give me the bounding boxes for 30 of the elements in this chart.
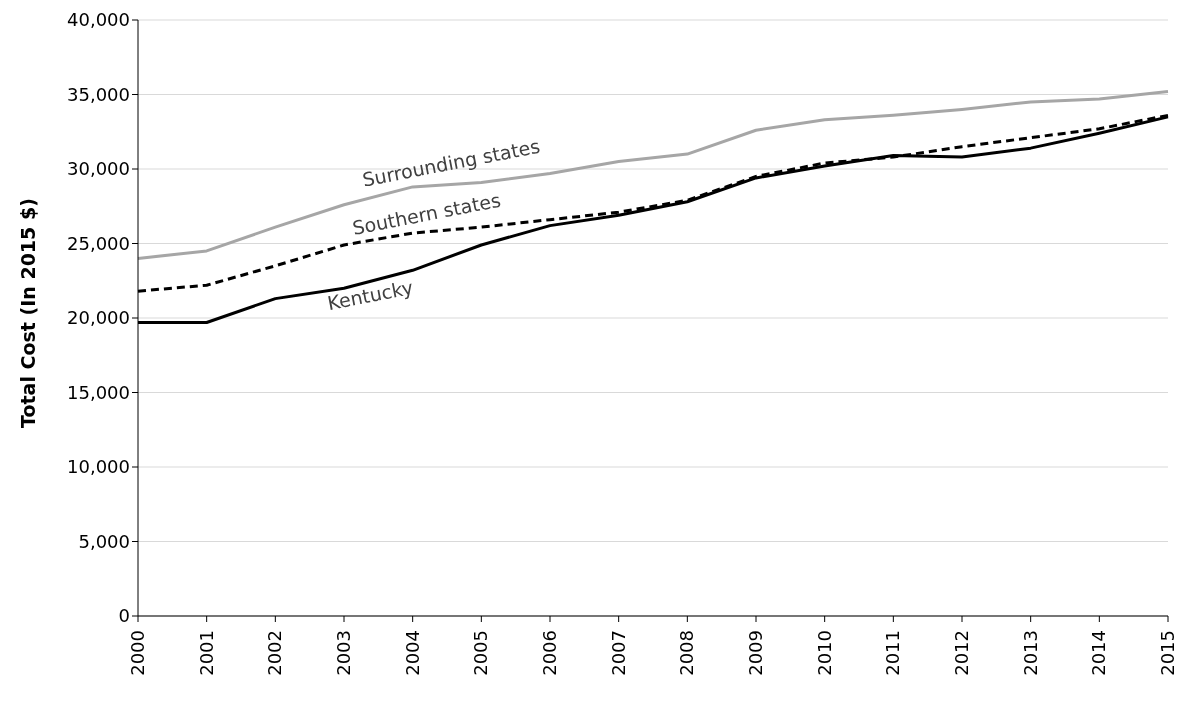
line-series xyxy=(136,90,1170,260)
y-tick-label: 40,000 xyxy=(67,9,130,31)
x-tick-label: 2011 xyxy=(882,630,904,676)
y-tick-label: 20,000 xyxy=(67,307,130,329)
x-tick-label: 2013 xyxy=(1019,630,1041,676)
x-tick-label: 2006 xyxy=(539,630,560,676)
x-tick-label: 2015 xyxy=(1157,630,1178,676)
x-tick-label: 2004 xyxy=(401,630,423,676)
x-tick-label: 2000 xyxy=(127,630,148,676)
x-tick-label: 2009 xyxy=(745,630,766,676)
x-tick-label: 2001 xyxy=(195,630,217,676)
y-tick-label: 35,000 xyxy=(67,83,130,105)
y-tick-label: 0 xyxy=(118,605,130,627)
x-tick-label: 2005 xyxy=(470,630,492,676)
x-tick-label: 2007 xyxy=(607,630,629,676)
x-tick-label: 2002 xyxy=(264,630,286,676)
y-tick-label: 30,000 xyxy=(67,158,130,180)
y-tick-label: 15,000 xyxy=(67,381,130,403)
x-tick-label: 2008 xyxy=(676,630,698,676)
x-tick-label: 2003 xyxy=(333,630,354,676)
y-axis-title: Total Cost (In 2015 $) xyxy=(16,198,39,428)
text: Surrounding states xyxy=(360,134,542,191)
x-tick-label: 2012 xyxy=(951,630,972,676)
y-tick-label: 10,000 xyxy=(67,456,130,478)
y-tick-label: 25,000 xyxy=(67,232,130,254)
x-tick-label: 2014 xyxy=(1088,630,1110,676)
text: Kentucky xyxy=(325,275,415,315)
y-tick-label: 5,000 xyxy=(78,530,130,552)
text: Southern states xyxy=(350,188,503,239)
x-tick-label: 2010 xyxy=(813,630,835,676)
